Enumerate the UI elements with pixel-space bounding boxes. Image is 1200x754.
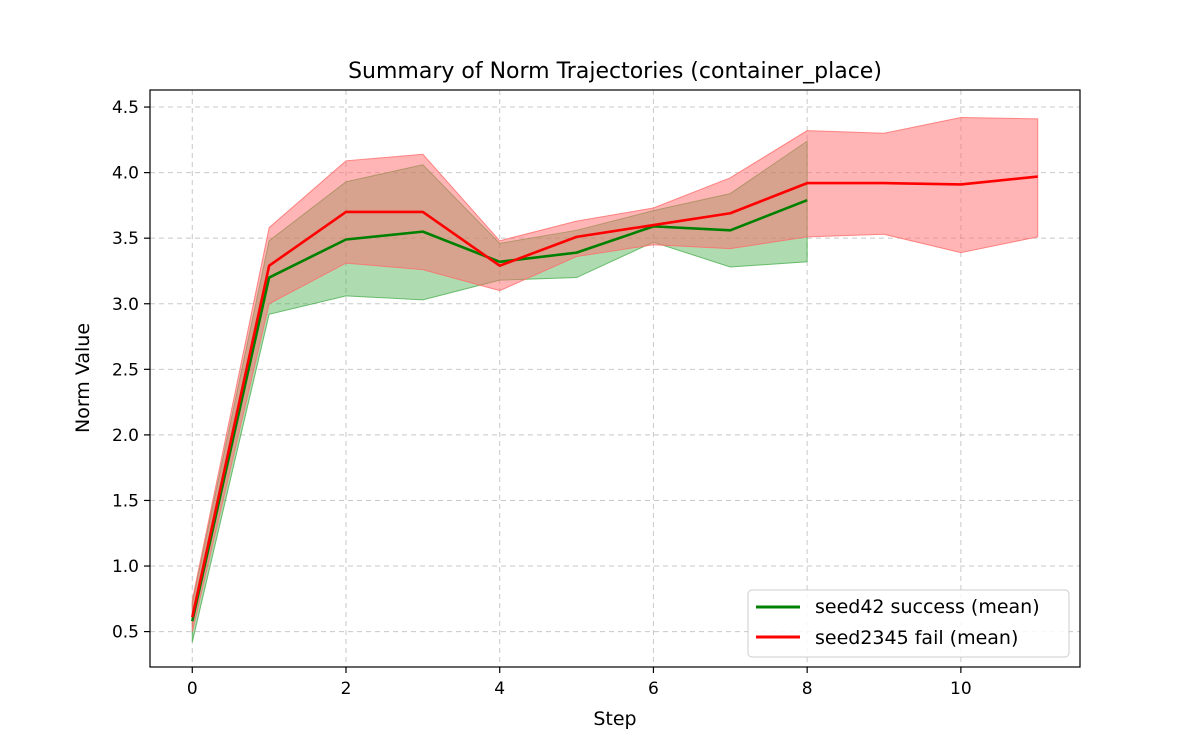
y-tick-label: 0.5 (112, 623, 139, 643)
fail-std-band (191, 117, 1039, 632)
x-tick-label: 8 (802, 679, 813, 699)
x-axis-label: Step (593, 708, 636, 730)
success-mean-line (191, 198, 808, 622)
mean-lines (191, 175, 1038, 622)
y-tick-label: 3.0 (112, 295, 139, 315)
x-tick-label: 0 (187, 679, 198, 699)
y-tick-label: 4.0 (112, 164, 139, 184)
confidence-bands (191, 117, 1039, 643)
y-tick-label: 1.5 (112, 491, 139, 511)
fail-mean-line (191, 175, 1038, 618)
grid-lines (150, 90, 1080, 667)
y-tick-label: 4.5 (112, 98, 139, 118)
legend: seed42 success (mean) seed2345 fail (mea… (747, 589, 1070, 658)
x-axis-ticks: 0 2 4 6 8 10 (187, 667, 972, 699)
legend-box (747, 589, 1070, 658)
y-tick-label: 2.5 (112, 360, 139, 380)
x-tick-label: 2 (341, 679, 352, 699)
legend-label-fail: seed2345 fail (mean) (815, 627, 1018, 649)
legend-label-success: seed42 success (mean) (815, 596, 1040, 618)
y-tick-label: 1.0 (112, 557, 139, 577)
plot-frame (149, 89, 1081, 668)
chart-title: Summary of Norm Trajectories (container_… (348, 59, 882, 84)
y-axis-ticks: 0.5 1.0 1.5 2.0 2.5 3.0 3.5 4.0 4.5 (112, 98, 150, 643)
y-tick-label: 2.0 (112, 426, 139, 446)
x-tick-label: 10 (950, 679, 972, 699)
x-tick-label: 6 (648, 679, 659, 699)
y-axis-label: Norm Value (72, 323, 94, 433)
x-tick-label: 4 (494, 679, 505, 699)
y-tick-label: 3.5 (112, 229, 139, 249)
